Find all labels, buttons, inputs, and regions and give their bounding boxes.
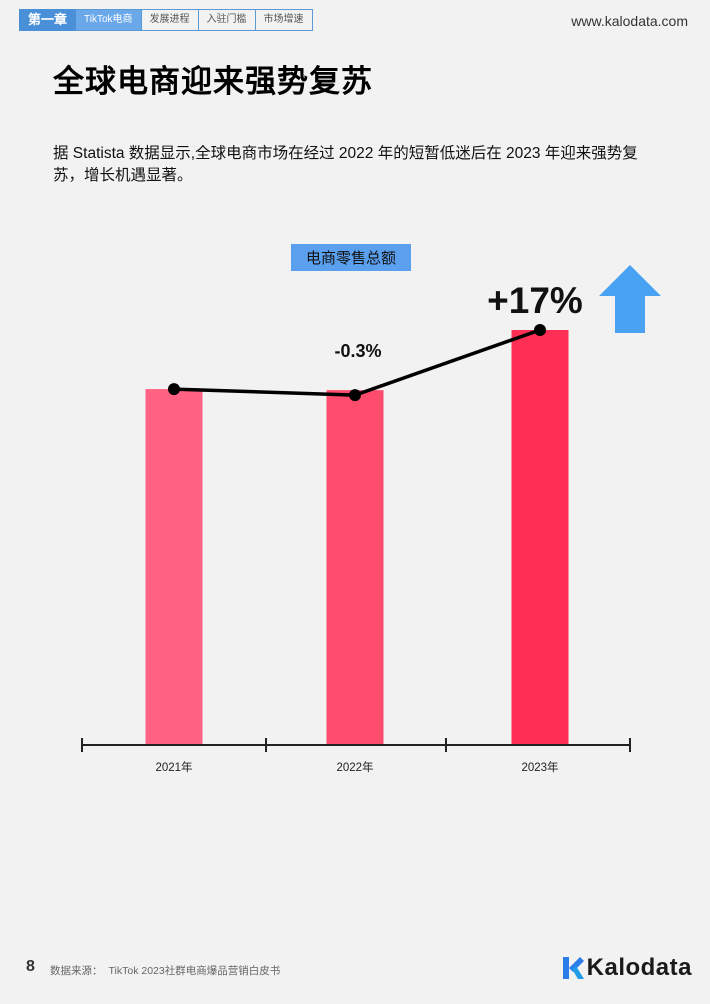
growth-label-2023: +17% (487, 280, 583, 321)
bar-3 (511, 330, 569, 745)
growth-line (173, 328, 541, 397)
chart-title-badge (291, 244, 411, 271)
intro-paragraph: 据 Statista 数据显示,全球电商市场在经过 2022 年的短暂低迷后在 … (53, 145, 638, 184)
growth-point-3 (534, 324, 546, 336)
logo-text: Kalodata (586, 954, 692, 981)
growth-point-2 (349, 389, 361, 402)
tab-development[interactable]: 发展进程 (141, 9, 199, 31)
x-tick-label-1: 2021年 (155, 760, 192, 774)
growth-point-1 (168, 383, 180, 396)
page-title: 全球电商迎来强势复苏 (53, 64, 373, 99)
chart-title: 电商零售总额 (306, 250, 396, 267)
growth-label-2022: -0.3% (334, 341, 381, 361)
x-tick-label-2: 2022年 (336, 760, 373, 774)
footer-source: 数据来源： TikTok 2023社群电商爆品营销白皮书 (50, 963, 280, 978)
bar-1 (145, 389, 203, 745)
bar-2 (326, 390, 384, 745)
kalodata-logo-icon (562, 957, 584, 979)
top-navigation: 第一章 TikTok电商 发展进程 入驻门槛 市场增速 (19, 9, 313, 31)
tab-market-growth[interactable]: 市场增速 (255, 9, 313, 31)
chapter-label: 第一章 (19, 9, 77, 31)
site-url[interactable]: www.kalodata.com (571, 13, 688, 29)
source-text: TikTok 2023社群电商爆品营销白皮书 (108, 965, 281, 977)
kalodata-logo: Kalodata (562, 954, 692, 982)
tab-entry-threshold[interactable]: 入驻门槛 (198, 9, 256, 31)
tab-tiktok-ecommerce[interactable]: TikTok电商 (76, 9, 142, 31)
source-label: 数据来源： (50, 965, 103, 977)
trend-arrow-icon (599, 265, 661, 333)
page-number: 8 (26, 958, 35, 975)
x-tick-label-3: 2023年 (521, 760, 558, 774)
